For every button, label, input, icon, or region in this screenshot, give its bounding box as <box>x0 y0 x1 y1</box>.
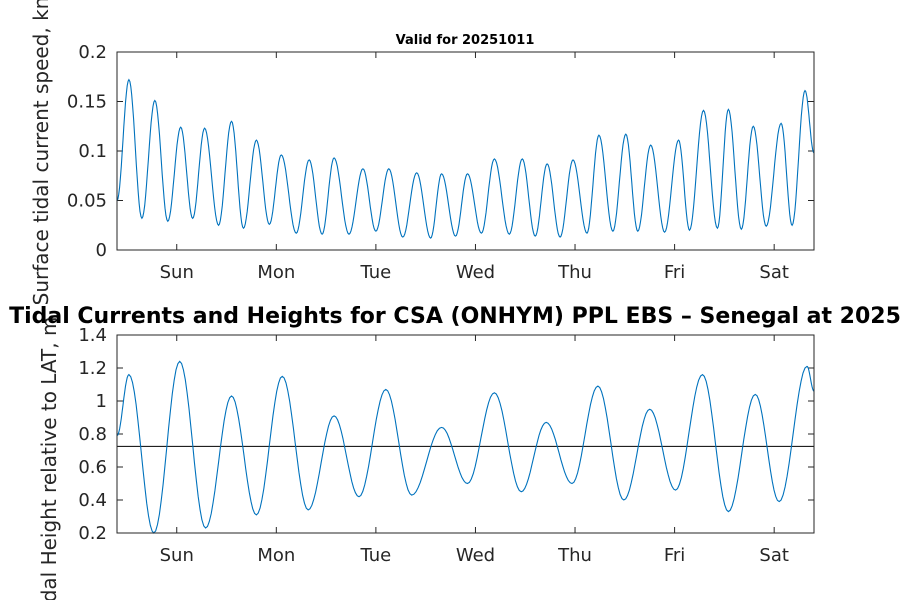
current-x-tick-labels: Sun Mon Tue Wed Thu Fri Sat <box>160 262 789 283</box>
y-tick-label: 0 <box>96 240 107 261</box>
y-tick-label: 0.8 <box>78 424 107 445</box>
x-tick-label: Sat <box>759 262 789 283</box>
x-tick-label: Mon <box>257 262 295 283</box>
current-speed-chart: Valid for 20251011 0 0.05 0.1 0.15 0.2 Sun Mo… <box>29 0 815 305</box>
height-y-tick-labels: 0.2 0.4 0.6 0.8 1 1.2 1.4 <box>78 325 107 544</box>
x-tick-label: Thu <box>557 262 592 283</box>
y-tick-label: 0.1 <box>78 141 107 162</box>
height-y-axis-label: Tidal Height relative to LAT, m <box>37 317 61 600</box>
current-chart-axes-box <box>116 51 815 251</box>
tidal-height-chart: 0.2 0.4 0.6 0.8 1 1.2 1.4 Sun Mon Tue Wed Thu Fri Sa… <box>37 317 815 600</box>
x-tick-label: Mon <box>257 545 295 566</box>
x-tick-label: Fri <box>664 262 685 283</box>
x-tick-label: Thu <box>557 545 592 566</box>
figure-title: Tidal Currents and Heights for CSA (ONHY… <box>9 304 900 329</box>
height-x-tick-labels: Sun Mon Tue Wed Thu Fri Sat <box>160 545 789 566</box>
current-y-axis-label: Surface tidal current speed, kn <box>29 0 53 305</box>
y-tick-label: 0.4 <box>78 490 107 511</box>
tidal-height-series-line <box>116 360 815 534</box>
current-y-tick-labels: 0 0.05 0.1 0.15 0.2 <box>67 42 107 261</box>
x-tick-label: Wed <box>456 545 495 566</box>
y-tick-label: 0.05 <box>67 191 107 212</box>
y-tick-label: 0.2 <box>78 42 107 63</box>
y-tick-label: 0.2 <box>78 523 107 544</box>
y-tick-label: 1 <box>96 391 107 412</box>
y-tick-label: 1.4 <box>78 325 107 346</box>
y-tick-label: 1.2 <box>78 358 107 379</box>
x-tick-label: Sun <box>160 262 194 283</box>
x-tick-label: Tue <box>360 545 392 566</box>
current-chart-title: Valid for 20251011 <box>396 33 535 48</box>
x-tick-label: Tue <box>360 262 392 283</box>
x-tick-label: Sat <box>759 545 789 566</box>
y-tick-label: 0.6 <box>78 457 107 478</box>
y-tick-label: 0.15 <box>67 92 107 113</box>
current-speed-series-line <box>116 78 815 239</box>
x-tick-label: Wed <box>456 262 495 283</box>
height-chart-axes-box <box>116 334 815 534</box>
x-tick-label: Fri <box>664 545 685 566</box>
x-tick-label: Sun <box>160 545 194 566</box>
